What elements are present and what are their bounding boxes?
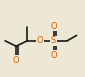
Text: O: O bbox=[50, 22, 57, 31]
Text: O: O bbox=[50, 51, 57, 60]
Text: O: O bbox=[37, 36, 43, 45]
Text: S: S bbox=[51, 36, 56, 45]
Text: O: O bbox=[13, 56, 19, 65]
